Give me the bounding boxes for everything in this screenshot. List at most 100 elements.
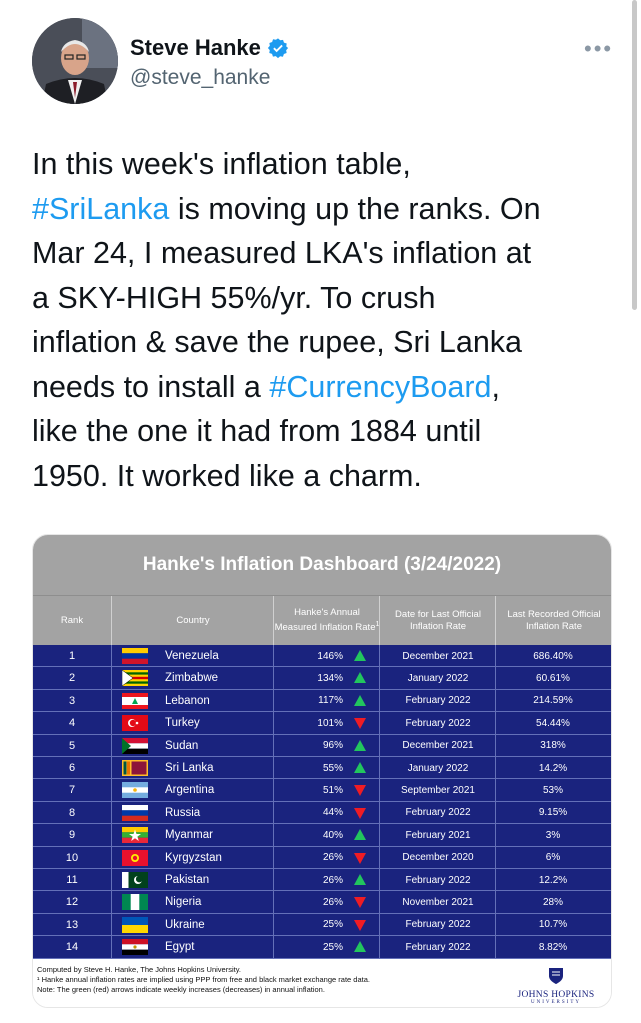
cell-last-rate: 8.82%: [538, 941, 568, 953]
table-row: 14 Egypt 25% February 2022 8.82%: [33, 936, 611, 959]
header-annual-rate-label: Hanke's Annual Measured Inflation Rate: [274, 607, 376, 634]
cell-last-date: February 2022: [405, 717, 471, 729]
cell-last-rate: 54.44%: [536, 717, 570, 729]
country-flag-icon: [121, 936, 149, 958]
author-name-row[interactable]: Steve Hanke: [130, 35, 289, 61]
cell-last-date: December 2020: [402, 852, 474, 864]
cell-rank: 9: [68, 829, 76, 842]
cell-country: Turkey: [165, 717, 200, 730]
cell-last-date: December 2021: [402, 650, 474, 662]
cell-last-date: September 2021: [401, 784, 475, 796]
cell-country: Russia: [165, 806, 201, 819]
verified-badge-icon: [267, 38, 288, 59]
header-last-rate: Last Recorded Official Inflation Rate: [495, 596, 611, 646]
table-row: 11 Pakistan 26% February 2022 12.2%: [33, 869, 611, 892]
hashtag-link[interactable]: #SriLanka: [32, 191, 170, 226]
header-rank: Rank: [60, 615, 84, 626]
cell-country: Ukraine: [165, 918, 205, 931]
arrow-up-icon: [351, 824, 369, 846]
country-flag-icon: [121, 645, 149, 667]
cell-last-date: February 2022: [405, 807, 471, 819]
dashboard-footer: Computed by Steve H. Hanke, The Johns Ho…: [33, 959, 611, 1007]
cell-annual-rate: 44%: [322, 807, 343, 819]
country-flag-icon: [121, 824, 149, 846]
author-handle[interactable]: @steve_hanke: [130, 66, 271, 89]
header-country: Country: [111, 596, 274, 646]
table-row: 5 Sudan 96% December 2021 318%: [33, 734, 611, 757]
table-row: 10 Kyrgyzstan 26% December 2020 6%: [33, 846, 611, 869]
arrow-down-icon: [351, 779, 369, 801]
author-avatar[interactable]: [32, 18, 118, 104]
cell-country: Nigeria: [165, 896, 202, 909]
cell-country: Egypt: [165, 941, 195, 954]
table-row: 6 Sri Lanka 55% January 2022 14.2%: [33, 757, 611, 780]
table-row: 8 Russia 44% February 2022 9.15%: [33, 801, 611, 825]
footnote-line: ¹ Hanke annual inflation rates are impli…: [37, 975, 370, 984]
country-flag-icon: [121, 847, 149, 869]
table-row: 13 Ukraine 25% February 2022 10.7%: [33, 913, 611, 937]
cell-country: Myanmar: [165, 829, 213, 842]
arrow-down-icon: [351, 891, 369, 913]
tweet-image-card[interactable]: Hanke's Inflation Dashboard (3/24/2022) …: [32, 534, 612, 1008]
cell-rank: 3: [68, 694, 76, 707]
country-flag-icon: [121, 667, 149, 689]
footnote-line: Note: The green (red) arrows indicate we…: [37, 985, 325, 994]
arrow-up-icon: [351, 735, 369, 757]
cell-annual-rate: 26%: [322, 874, 343, 886]
country-flag-icon: [121, 914, 149, 936]
cell-last-rate: 10.7%: [538, 919, 568, 931]
country-flag-icon: [121, 757, 149, 779]
table-header: Rank Country Hanke's Annual Measured Inf…: [33, 595, 611, 646]
cell-rank: 2: [68, 672, 76, 685]
footnote-line: Computed by Steve H. Hanke, The Johns Ho…: [37, 965, 241, 974]
cell-annual-rate: 134%: [317, 672, 343, 684]
logo-text: JOHNS HOPKINS: [517, 990, 595, 1000]
cell-annual-rate: 25%: [322, 919, 343, 931]
johns-hopkins-logo: JOHNS HOPKINS UNIVERSITY: [511, 967, 601, 1005]
dashboard-title: Hanke's Inflation Dashboard (3/24/2022): [33, 535, 611, 595]
shield-icon: [549, 968, 563, 984]
cell-last-date: February 2022: [405, 941, 471, 953]
cell-annual-rate: 55%: [322, 762, 343, 774]
footnotes: Computed by Steve H. Hanke, The Johns Ho…: [37, 965, 370, 995]
arrow-up-icon: [351, 869, 369, 891]
cell-last-rate: 53%: [542, 784, 563, 796]
cell-annual-rate: 26%: [322, 896, 343, 908]
cell-rank: 8: [68, 806, 76, 819]
table-row: 9 Myanmar 40% February 2021 3%: [33, 824, 611, 847]
cell-annual-rate: 26%: [322, 852, 343, 864]
cell-rank: 11: [66, 874, 78, 886]
country-flag-icon: [121, 690, 149, 712]
cell-country: Venezuela: [165, 650, 219, 662]
cell-last-rate: 3%: [545, 829, 561, 841]
cell-last-rate: 318%: [540, 740, 566, 752]
cell-last-rate: 6%: [545, 852, 561, 864]
cell-rank: 4: [68, 717, 76, 730]
cell-annual-rate: 96%: [322, 740, 343, 752]
cell-country: Sri Lanka: [165, 762, 214, 774]
arrow-up-icon: [351, 645, 369, 667]
cell-last-date: December 2021: [402, 740, 474, 752]
cell-annual-rate: 40%: [322, 829, 343, 841]
cell-last-rate: 60.61%: [536, 672, 570, 684]
cell-rank: 7: [68, 784, 76, 797]
cell-rank: 5: [68, 739, 76, 752]
tweet-text-part: , like the one it had from 1884 until 19…: [32, 369, 500, 493]
scrollbar[interactable]: [632, 0, 637, 310]
cell-annual-rate: 101%: [317, 717, 343, 729]
header-annual-rate: Hanke's Annual Measured Inflation Rate1: [273, 596, 380, 646]
more-dots-icon[interactable]: •••: [584, 36, 614, 61]
cell-last-rate: 9.15%: [538, 807, 568, 819]
header-annual-rate-sup: 1: [375, 621, 380, 629]
author-name[interactable]: Steve Hanke: [130, 35, 261, 60]
cell-last-rate: 214.59%: [533, 695, 573, 707]
arrow-down-icon: [351, 847, 369, 869]
arrow-down-icon: [351, 712, 369, 734]
hashtag-link[interactable]: #CurrencyBoard: [269, 369, 492, 404]
cell-last-date: January 2022: [407, 672, 469, 684]
cell-last-rate: 28%: [542, 896, 563, 908]
cell-last-rate: 686.40%: [533, 650, 573, 662]
cell-rank: 13: [65, 918, 79, 931]
cell-rank: 12: [65, 896, 79, 909]
arrow-up-icon: [351, 936, 369, 958]
